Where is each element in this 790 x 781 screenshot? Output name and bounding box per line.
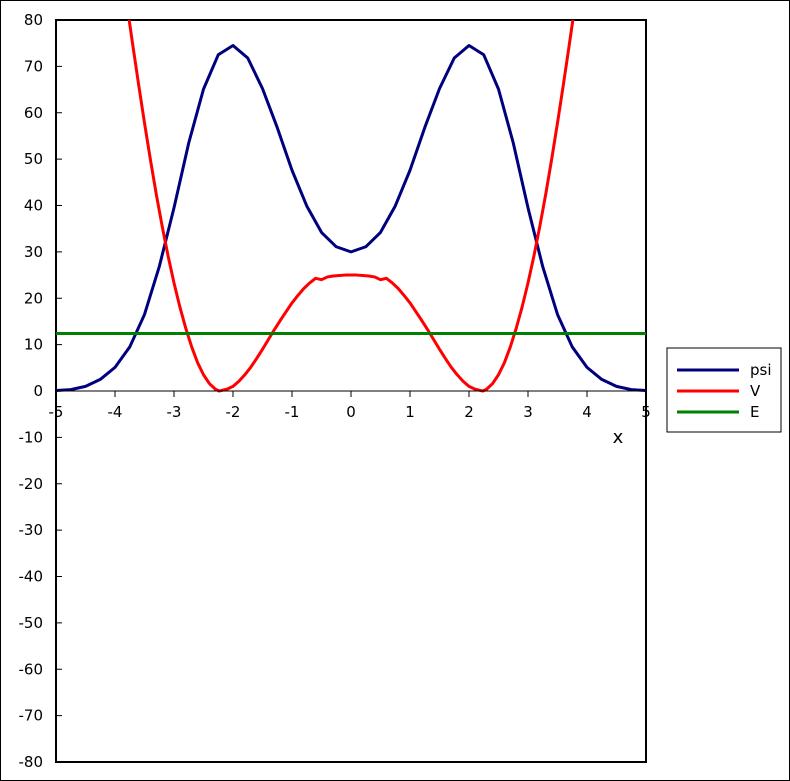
y-tick-label: 70	[24, 57, 43, 75]
x-tick-label: 5	[641, 403, 651, 421]
series-line-psi	[56, 44, 646, 393]
y-tick-label: -80	[19, 753, 44, 771]
legend-label-V: V	[750, 382, 761, 400]
x-tick-label: 0	[346, 403, 356, 421]
x-tick-label: -4	[108, 403, 123, 421]
x-tick-label: -3	[167, 403, 182, 421]
y-tick-label: 80	[24, 11, 43, 29]
y-tick-label: -20	[19, 475, 44, 493]
x-tick-label: -5	[49, 403, 64, 421]
x-tick-label: 1	[405, 403, 415, 421]
x-tick-label: -2	[226, 403, 241, 421]
y-tick-label: -40	[19, 568, 44, 586]
axes-layer: 80706050403020100-10-20-30-40-50-60-70-8…	[19, 11, 651, 771]
y-tick-label: -50	[19, 614, 44, 632]
series-layer	[56, 20, 646, 393]
y-tick-label: 0	[33, 382, 43, 400]
y-tick-label: 50	[24, 150, 43, 168]
y-tick-label: 40	[24, 197, 43, 215]
x-tick-label: 2	[464, 403, 474, 421]
legend-label-psi: psi	[750, 361, 772, 379]
y-tick-label: 60	[24, 104, 43, 122]
y-tick-label: -70	[19, 707, 44, 725]
x-tick-label: -1	[285, 403, 300, 421]
x-tick-label: 4	[582, 403, 592, 421]
x-axis-title: x	[613, 427, 624, 448]
series-line-V	[127, 20, 575, 393]
legend-label-E: E	[750, 403, 759, 421]
y-tick-label: 10	[24, 336, 43, 354]
y-tick-label: -10	[19, 428, 44, 446]
y-tick-label: -60	[19, 660, 44, 678]
y-tick-label: -30	[19, 521, 44, 539]
y-tick-label: 20	[24, 289, 43, 307]
x-tick-label: 3	[523, 403, 533, 421]
y-tick-label: 30	[24, 243, 43, 261]
legend: psi VE	[666, 347, 782, 433]
